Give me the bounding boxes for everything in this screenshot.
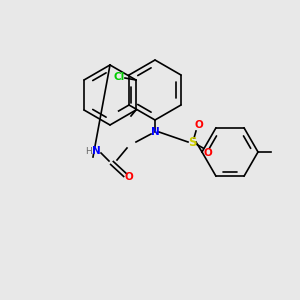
Text: Cl: Cl <box>113 72 124 82</box>
Text: S: S <box>188 136 196 148</box>
Text: N: N <box>151 127 159 137</box>
Text: O: O <box>195 120 203 130</box>
Text: N: N <box>92 146 100 156</box>
Text: O: O <box>204 148 212 158</box>
Text: H: H <box>85 146 92 155</box>
Text: O: O <box>124 172 134 182</box>
